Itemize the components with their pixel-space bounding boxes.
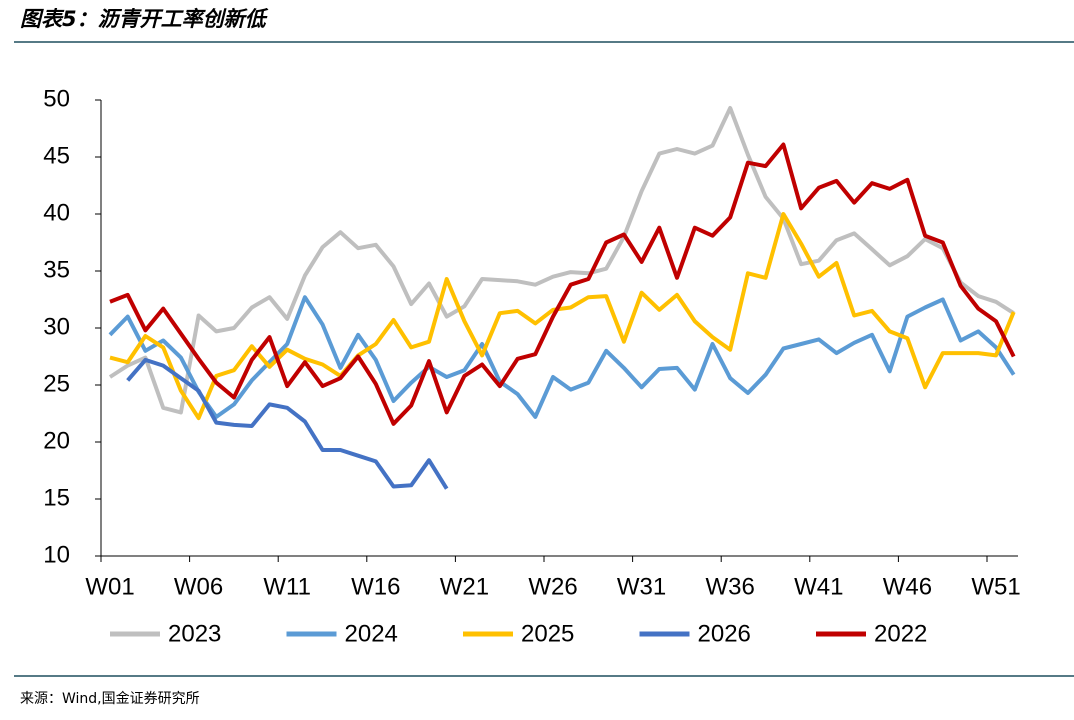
- source: 来源：Wind,国金证券研究所: [20, 691, 200, 707]
- y-tick-label: 50: [43, 85, 70, 112]
- legend-label: 2022: [874, 620, 927, 647]
- series-line: [109, 142, 1016, 426]
- x-tick-label: W06: [174, 573, 223, 600]
- y-tick-label: 35: [43, 256, 70, 283]
- legend-label: 2024: [345, 620, 398, 647]
- legend-label: 2023: [168, 620, 221, 647]
- legend-label: 2025: [521, 620, 574, 647]
- x-tick-label: W21: [440, 573, 489, 600]
- y-tick-label: 25: [43, 370, 70, 397]
- series-line: [126, 357, 449, 490]
- series-line: [109, 212, 1016, 421]
- x-tick-label: W26: [528, 573, 577, 600]
- x-tick-label: W31: [617, 573, 666, 600]
- x-tick-label: W46: [883, 573, 932, 600]
- x-tick-label: W01: [85, 573, 134, 600]
- y-tick-label: 10: [43, 541, 70, 568]
- y-tick-label: 20: [43, 427, 70, 454]
- series-line: [108, 106, 1015, 415]
- y-tick-label: 15: [43, 484, 70, 511]
- legend-label: 2026: [698, 620, 751, 647]
- y-tick-label: 40: [43, 199, 70, 226]
- series-line: [108, 295, 1016, 419]
- x-tick-label: W36: [706, 573, 755, 600]
- y-tick-label: 30: [43, 313, 70, 340]
- y-tick-label: 45: [43, 142, 70, 169]
- x-tick-label: W51: [971, 573, 1020, 600]
- x-tick-label: W41: [794, 573, 843, 600]
- x-tick-label: W11: [263, 573, 311, 600]
- x-tick-label: W16: [351, 573, 400, 600]
- chart-title: 图表5：沥青开工率创新低: [20, 7, 269, 31]
